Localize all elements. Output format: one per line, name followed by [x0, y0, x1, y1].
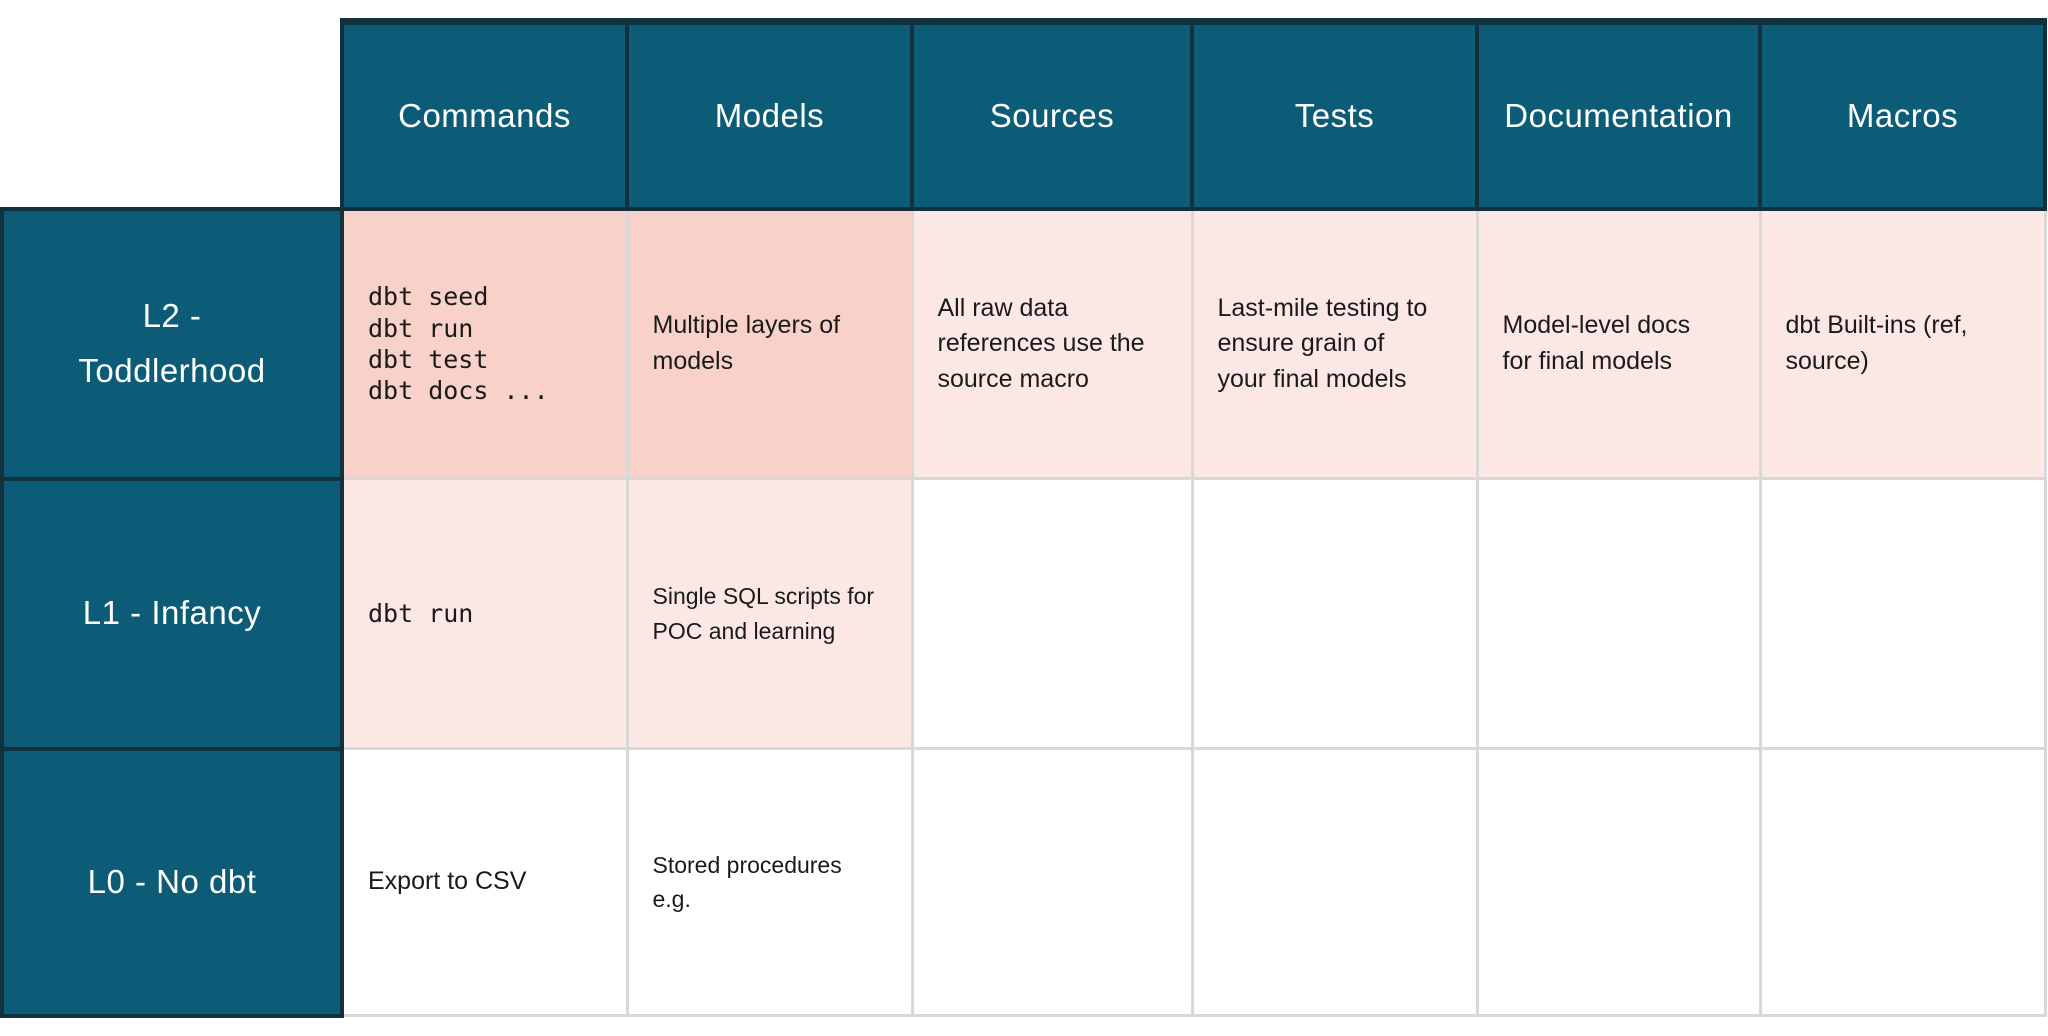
column-header-sources: Sources: [910, 18, 1194, 211]
cell-l2-commands: dbt seed dbt run dbt test dbt docs ...: [340, 207, 629, 480]
header-row: Commands Models Sources Tests Documentat…: [2, 18, 2047, 211]
cell-l2-models: Multiple layers of models: [625, 207, 914, 480]
cell-l2-tests: Last-mile testing to ensure grain of you…: [1190, 207, 1479, 480]
cell-l0-documentation: [1475, 747, 1762, 1017]
column-header-tests: Tests: [1190, 18, 1479, 211]
cell-l2-documentation: Model-level docs for final models: [1475, 207, 1762, 480]
cell-l0-sources: [910, 747, 1194, 1017]
column-header-macros: Macros: [1758, 18, 2047, 211]
cell-l1-macros: [1758, 477, 2047, 750]
column-header-models: Models: [625, 18, 914, 211]
cell-l0-macros: [1758, 747, 2047, 1017]
row-header-l1: L1 - Infancy: [0, 476, 344, 751]
cell-l0-commands: Export to CSV: [340, 747, 629, 1017]
column-header-commands: Commands: [340, 18, 629, 211]
cell-l1-models: Single SQL scripts for POC and learning: [625, 477, 914, 750]
cell-l1-documentation: [1475, 477, 1762, 750]
row-header-l2: L2 - Toddlerhood: [0, 206, 344, 481]
row-l0-no-dbt: L0 - No dbt Export to CSV Stored procedu…: [0, 746, 2047, 1018]
cell-l2-macros: dbt Built-ins (ref, source): [1758, 207, 2047, 480]
column-header-documentation: Documentation: [1475, 18, 1762, 211]
maturity-matrix-table: Commands Models Sources Tests Documentat…: [0, 18, 2047, 1018]
corner-spacer: [2, 21, 342, 209]
cell-l2-sources: All raw data references use the source m…: [910, 207, 1194, 480]
row-header-l0: L0 - No dbt: [0, 746, 344, 1018]
cell-l0-models: Stored procedures e.g.: [625, 747, 914, 1017]
cell-l1-commands: dbt run: [340, 477, 629, 750]
row-l2-toddlerhood: L2 - Toddlerhood dbt seed dbt run dbt te…: [0, 206, 2047, 481]
row-l1-infancy: L1 - Infancy dbt run Single SQL scripts …: [0, 476, 2047, 751]
cell-l0-tests: [1190, 747, 1479, 1017]
cell-l1-sources: [910, 477, 1194, 750]
cell-l1-tests: [1190, 477, 1479, 750]
